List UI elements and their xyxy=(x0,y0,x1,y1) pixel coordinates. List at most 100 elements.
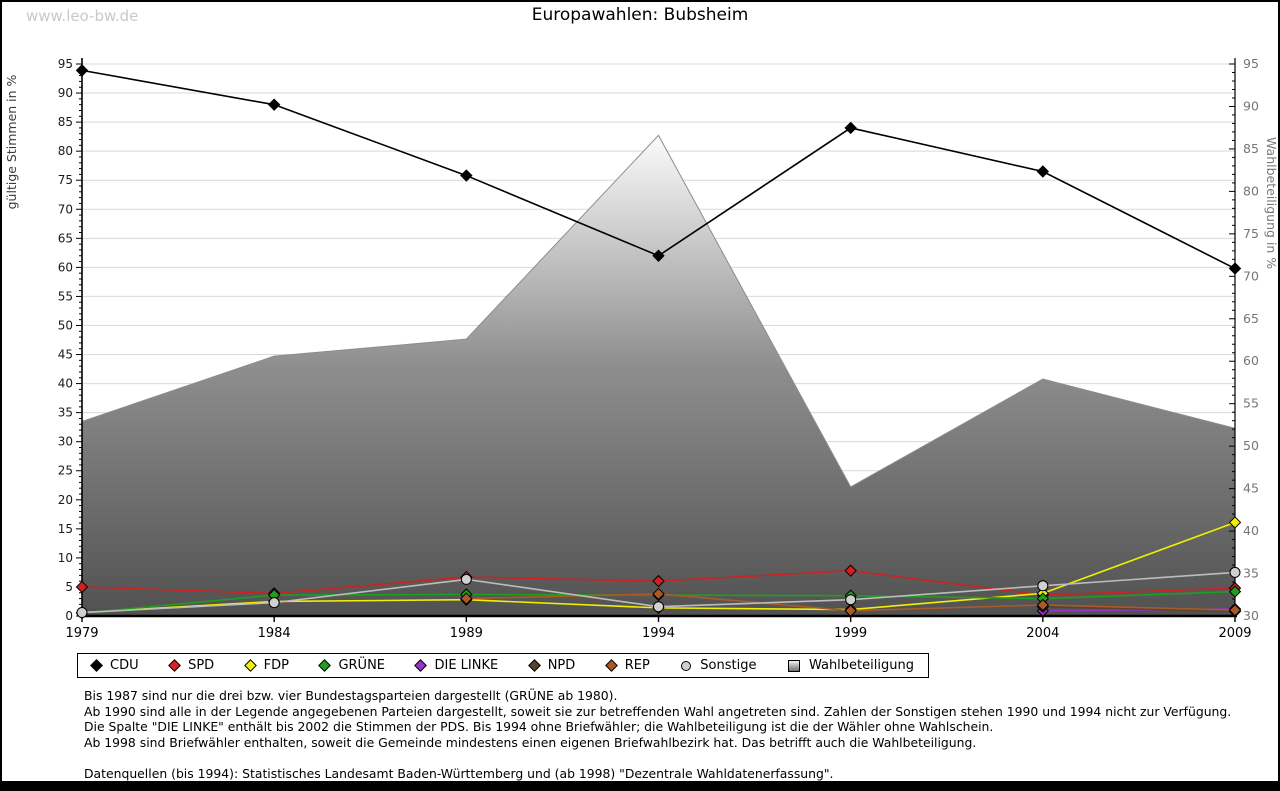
right-axis-tick-label: 95 xyxy=(1243,56,1259,71)
rep-legend-marker-icon xyxy=(604,659,618,672)
npd-legend-marker-icon xyxy=(527,659,541,672)
cdu-marker-2009 xyxy=(1228,262,1242,275)
gruene-marker-2009 xyxy=(1228,585,1242,598)
right-axis-tick-label: 65 xyxy=(1243,311,1259,326)
footnote-line: Die Spalte "DIE LINKE" enthält bis 2002 … xyxy=(84,719,994,735)
legend-item-die-linke: DIE LINKE xyxy=(414,658,499,673)
npd-line xyxy=(1042,605,1236,613)
right-axis-tick-label: 70 xyxy=(1243,268,1259,283)
x-axis-year-label: 2009 xyxy=(1218,626,1251,641)
left-axis-tick-label: 40 xyxy=(58,377,73,391)
sonstige-marker-1984 xyxy=(268,597,280,609)
sonstige-marker-1989 xyxy=(460,573,472,585)
rep-marker-2004 xyxy=(1036,598,1050,612)
left-axis-tick-label: 85 xyxy=(58,115,73,129)
legend-item-gruene: GRÜNE xyxy=(318,658,386,673)
legend-label: DIE LINKE xyxy=(434,658,499,673)
rep-marker-2009 xyxy=(1228,603,1242,617)
right-axis-title: Wahlbeteiligung in % xyxy=(1264,137,1279,269)
right-axis-tick-label: 55 xyxy=(1243,396,1259,411)
legend-label: SPD xyxy=(188,658,215,673)
legend-label: REP xyxy=(624,658,650,673)
wahlbeteiligung-legend-marker-icon xyxy=(787,659,800,672)
left-axis-tick-label: 80 xyxy=(58,144,73,158)
election-line-chart: 0 5 10 15 20 25 30 35 40 45 50 55 60 65 70 75 80 85 90 95 30… xyxy=(4,56,1279,641)
sonstige-marker-2009 xyxy=(1229,566,1241,578)
left-axis-tick-label: 90 xyxy=(58,86,73,100)
sonstige-legend-marker-icon xyxy=(681,660,692,671)
left-axis-tick-label: 60 xyxy=(58,260,73,274)
left-axis-tick-label: 5 xyxy=(65,580,73,594)
left-axis-tick-label: 20 xyxy=(58,493,73,507)
rep-marker-1989 xyxy=(460,592,473,605)
legend-label: Wahlbeteiligung xyxy=(808,658,914,673)
die-linke-legend-marker-icon xyxy=(414,659,428,672)
right-axis-tick-label: 40 xyxy=(1243,523,1259,538)
x-axis-year-label: 1999 xyxy=(834,626,867,641)
left-axis-tick-label: 70 xyxy=(58,202,73,216)
page-title: Europawahlen: Bubsheim xyxy=(531,5,749,25)
legend-item-spd: SPD xyxy=(168,658,215,673)
sonstige-marker-1994 xyxy=(653,601,664,613)
chart-footnotes: Bis 1987 sind nur die drei bzw. vier Bun… xyxy=(84,688,1231,782)
cdu-marker-1999 xyxy=(844,121,857,135)
cdu-legend-marker-icon xyxy=(90,659,103,672)
x-axis-year-label: 1979 xyxy=(65,626,98,641)
right-axis-tick-label: 90 xyxy=(1243,98,1259,113)
legend-item-rep: REP xyxy=(604,658,650,673)
right-axis-tick-label: 50 xyxy=(1243,438,1259,453)
footnote-line: Ab 1998 sind Briefwähler enthalten, sowe… xyxy=(84,734,977,750)
x-axis-year-label: 1994 xyxy=(642,626,675,641)
axes: 0 5 10 15 20 25 30 35 40 45 50 55 60 65 70 75 80 85 90 95 30… xyxy=(58,56,1259,641)
fdp-marker-2009 xyxy=(1228,516,1242,529)
gruene-legend-marker-icon xyxy=(318,659,332,672)
right-axis-tick-label: 60 xyxy=(1243,353,1259,368)
left-axis-tick-label: 55 xyxy=(58,289,73,303)
x-axis-year-label: 1984 xyxy=(258,626,291,641)
right-axis-tick-label: 75 xyxy=(1243,226,1259,241)
left-axis-tick-label: 10 xyxy=(58,551,73,565)
right-axis-tick-label: 80 xyxy=(1243,183,1259,198)
left-axis-tick-label: 25 xyxy=(58,464,73,478)
sonstige-marker-2004 xyxy=(1037,580,1049,592)
x-axis-year-label: 2004 xyxy=(1026,626,1059,641)
right-axis-tick-label: 30 xyxy=(1243,608,1259,623)
left-axis-tick-label: 45 xyxy=(58,348,73,362)
cdu-marker-1989 xyxy=(460,169,473,182)
right-axis-tick-label: 45 xyxy=(1243,481,1259,496)
spd-marker-1979 xyxy=(75,580,89,594)
left-axis-title: gültige Stimmen in % xyxy=(4,74,19,209)
legend-item-npd: NPD xyxy=(527,658,576,673)
left-axis-tick-label: 15 xyxy=(58,522,73,536)
right-axis-tick-label: 35 xyxy=(1243,566,1259,581)
wahlbeteiligung-area xyxy=(81,134,1236,617)
legend-label: NPD xyxy=(547,658,576,673)
fdp-legend-marker-icon xyxy=(243,659,257,672)
legend-label: Sonstige xyxy=(700,658,757,673)
legend-item-fdp: FDP xyxy=(243,658,289,673)
cdu-marker-1979 xyxy=(75,64,89,77)
legend-label: FDP xyxy=(263,658,289,673)
right-axis-tick-label: 85 xyxy=(1243,141,1259,156)
sonstige-marker-1999 xyxy=(845,594,857,606)
cdu-marker-1984 xyxy=(267,98,281,111)
left-axis-tick-label: 30 xyxy=(58,435,73,449)
legend-item-sonstige: Sonstige xyxy=(681,658,756,673)
cdu-marker-1994 xyxy=(652,249,665,262)
spd-legend-marker-icon xyxy=(168,659,181,672)
left-axis-tick-label: 50 xyxy=(58,318,73,332)
bottom-border-bar xyxy=(2,781,1278,789)
legend-label: GRÜNE xyxy=(338,658,386,673)
cdu-marker-2004 xyxy=(1036,165,1050,178)
legend-item-cdu: CDU xyxy=(90,658,139,673)
legend-label: CDU xyxy=(110,658,139,673)
legend-item-wahlbeteiligung: Wahlbeteiligung xyxy=(787,658,914,673)
left-axis-tick-label: 0 xyxy=(65,609,73,623)
left-axis-tick-label: 35 xyxy=(58,406,73,420)
spd-marker-1999 xyxy=(844,564,857,577)
chart-legend: CDU SPD FDP GRÜNE DIE LINKE NPD REP Sonstige Wah… xyxy=(77,653,929,678)
rep-marker-1999 xyxy=(844,604,857,617)
left-axis-tick-label: 95 xyxy=(58,57,73,71)
spd-marker-1994 xyxy=(652,574,665,588)
footnote-line: Ab 1990 sind alle in der Legende angegeb… xyxy=(84,703,1232,719)
